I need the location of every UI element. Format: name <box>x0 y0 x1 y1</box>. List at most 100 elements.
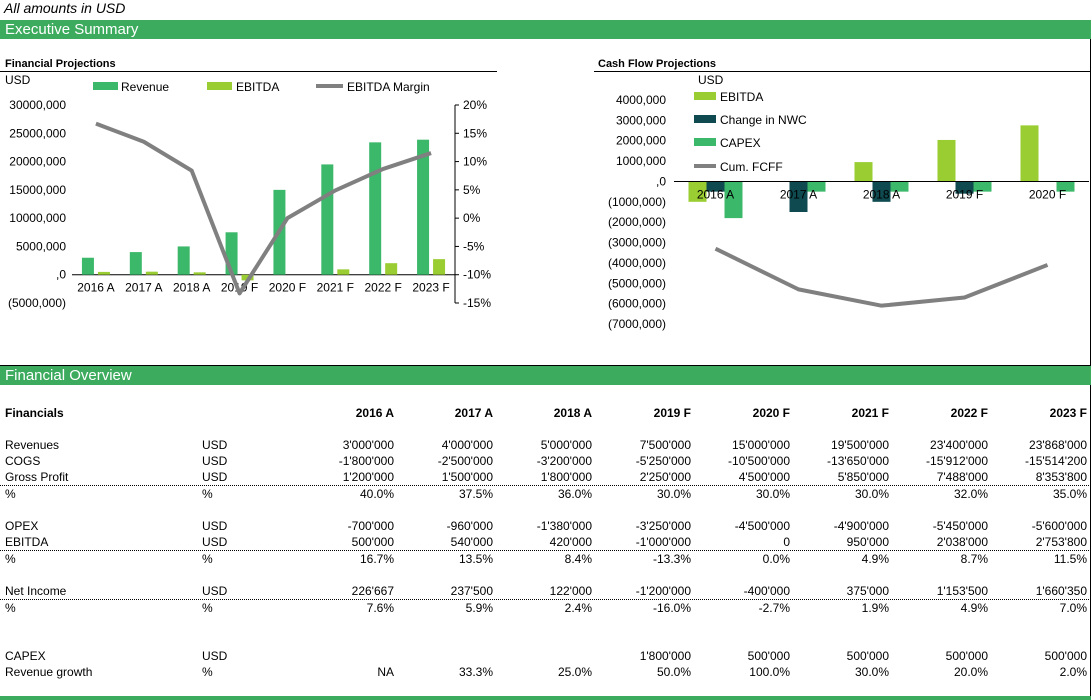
table-cell: 540'000 <box>450 535 493 549</box>
table-cell: 0 <box>783 535 790 549</box>
table-cell: 0.0% <box>762 552 790 566</box>
row-unit: USD <box>202 584 228 598</box>
legend-ebitda-swatch <box>694 92 716 100</box>
table-cell: 500'000 <box>351 535 394 549</box>
table-cell: 3'000'000 <box>342 438 394 452</box>
y-tick-label: 2000,000 <box>616 134 666 148</box>
row-label: Gross Profit <box>5 470 69 484</box>
y-tick-label: 3000,000 <box>616 113 666 127</box>
x-tick-label: 2018 A <box>173 281 210 295</box>
cf-capex-bar <box>890 181 909 192</box>
table-cell: 2018 A <box>553 406 592 420</box>
financial-projections-title: Financial Projections <box>5 58 116 70</box>
x-tick-label: 2017 A <box>125 281 162 295</box>
legend-capex-label: CAPEX <box>720 136 761 150</box>
y-tick-label: 30000,000 <box>9 98 66 112</box>
cf-change-nwc-bar <box>955 181 974 194</box>
table-cell: 2023 F <box>1049 406 1087 420</box>
row-unit: USD <box>202 438 228 452</box>
table-cell: -700'000 <box>347 519 394 533</box>
row-label: EBITDA <box>5 535 49 549</box>
legend-revenue-label: Revenue <box>121 80 169 94</box>
table-cell: 4.9% <box>960 601 988 615</box>
revenue-bar <box>129 252 142 275</box>
cf-ebitda-bar <box>688 181 707 202</box>
table-cell: 2021 F <box>851 406 889 420</box>
table-cell: 2020 F <box>752 406 790 420</box>
row-unit: USD <box>202 519 228 533</box>
row-label: Revenues <box>5 438 60 452</box>
y2-tick-label: -15% <box>463 296 491 310</box>
table-cell: 226'667 <box>351 584 394 598</box>
legend-change-nwc-swatch <box>694 115 716 123</box>
table-cell: 8.4% <box>564 552 592 566</box>
table-cell: -400'000 <box>743 584 790 598</box>
x-tick-label: 2019 F <box>221 281 258 295</box>
table-cell: 1.9% <box>861 601 889 615</box>
table-cell: 500'000 <box>846 649 889 663</box>
table-cell: 500'000 <box>945 649 988 663</box>
x-tick-label: 2016 A <box>77 281 114 295</box>
table-cell: -1'200'000 <box>635 584 691 598</box>
table-cell: 16.7% <box>359 552 394 566</box>
y2-tick-label: 5% <box>463 183 481 197</box>
table-cell: 19'500'000 <box>831 438 889 452</box>
row-unit: % <box>202 487 213 501</box>
table-cell: -16.0% <box>652 601 691 615</box>
revenue-bar <box>81 257 94 275</box>
y2-tick-label: 20% <box>463 98 487 112</box>
table-cell: 2017 A <box>454 406 493 420</box>
table-cell: 1'800'000 <box>540 470 592 484</box>
table-cell: 500'000 <box>1044 649 1087 663</box>
y-tick-label: (6000,000) <box>608 297 666 311</box>
row-label: Net Income <box>5 584 67 598</box>
table-cell: -3'250'000 <box>635 519 691 533</box>
table-row: %% 7.6% 5.9% 2.4% -16.0% -2.7% 1.9% 4.9% 7.0% <box>0 599 1091 616</box>
legend-margin-label: EBITDA Margin <box>347 80 430 94</box>
y2-tick-label: -5% <box>463 239 485 253</box>
y-tick-label: (4000,000) <box>608 256 666 270</box>
y-tick-label: (5000,000) <box>8 296 66 310</box>
x-tick-label: 2021 F <box>317 281 354 295</box>
row-unit: % <box>202 665 213 679</box>
cf-capex-bar <box>807 181 826 192</box>
table-cell: 2.4% <box>564 601 592 615</box>
row-label: % <box>5 487 16 501</box>
legend-capex-swatch <box>694 138 716 146</box>
table-cell: 950'000 <box>846 535 889 549</box>
revenue-bar <box>369 142 382 275</box>
row-label: % <box>5 601 16 615</box>
executive-summary-banner: Executive Summary <box>0 20 1091 39</box>
table-cell: 7.0% <box>1059 601 1087 615</box>
table-row: OPEX USD -700'000 -960'000 -1'380'000 -3'250'… <box>0 518 1091 534</box>
ebitda-bar <box>433 259 446 275</box>
financial-projections-chart: USD 30000,000 25000,000 20000,000 15000,000 1… <box>5 73 491 310</box>
revenue-bar <box>417 139 430 275</box>
ebitda-bar <box>337 269 350 275</box>
table-cell: 15'000'000 <box>732 438 790 452</box>
table-cell: 4'500'000 <box>738 470 790 484</box>
cf-change-nwc-bar <box>872 181 891 202</box>
table-cell: -1'800'000 <box>338 454 394 468</box>
table-cell: 50.0% <box>656 665 691 679</box>
cf-capex-bar <box>724 181 743 219</box>
row-unit: USD <box>202 649 228 663</box>
table-cell: 32.0% <box>953 487 988 501</box>
cash-flow-projections-chart: USD 4000,000 3000,000 2000,000 1000,000 ,0 (10… <box>608 73 1089 331</box>
row-label: OPEX <box>5 519 39 533</box>
table-cell: -10'500'000 <box>728 454 790 468</box>
table-cell: 30.0% <box>854 665 889 679</box>
ebitda-bar <box>193 272 206 275</box>
cf-change-nwc-bar <box>789 181 808 212</box>
cash-flow-projections-rule <box>594 71 1091 72</box>
table-cell: 33.3% <box>458 665 493 679</box>
legend-change-nwc-label: Change in NWC <box>720 113 807 127</box>
table-cell: 1'500'000 <box>441 470 493 484</box>
table-cell: 20.0% <box>953 665 988 679</box>
y-tick-label: 5000,000 <box>16 239 66 253</box>
table-cell: 5'000'000 <box>540 438 592 452</box>
legend-ebitda-label: EBITDA <box>720 90 763 104</box>
table-row: Gross Profit USD 1'200'000 1'500'000 1'800'0… <box>0 469 1091 485</box>
cf-capex-bar <box>973 181 992 192</box>
y2-tick-label: 10% <box>463 155 487 169</box>
